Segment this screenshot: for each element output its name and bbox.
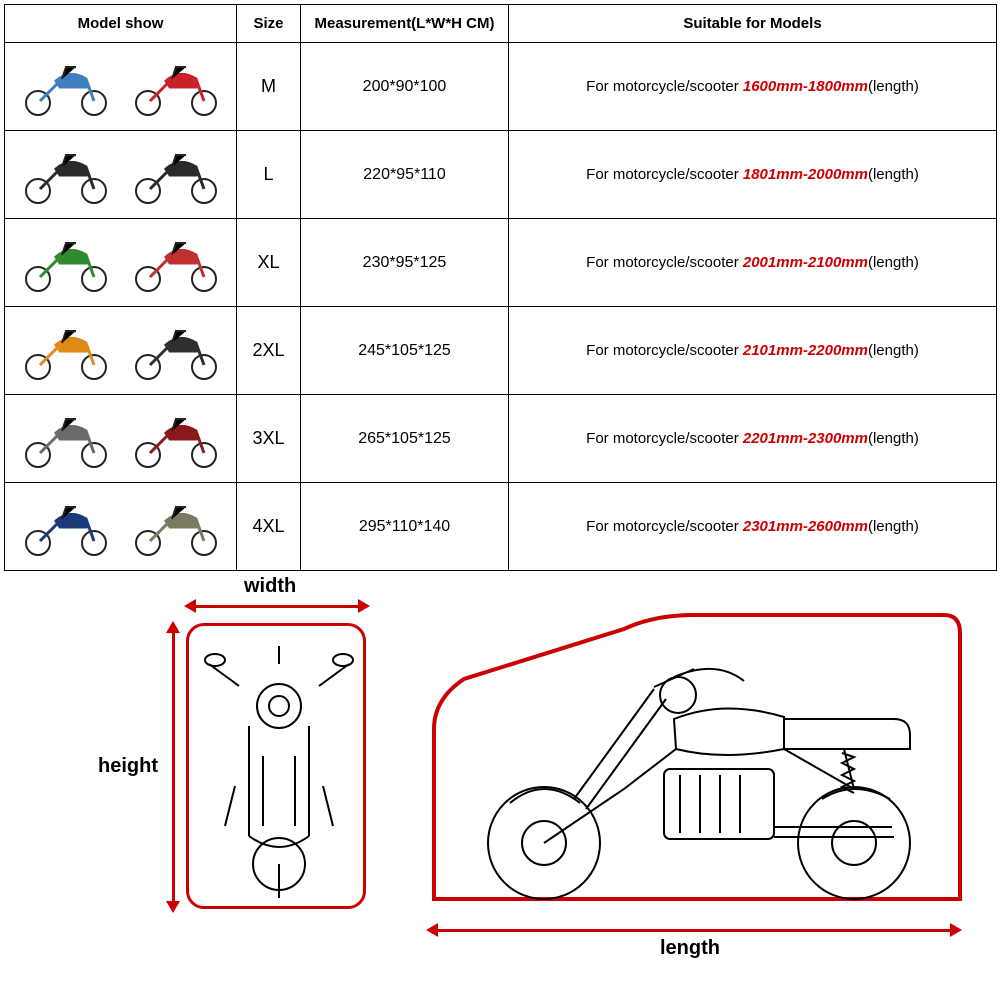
page-root: Model show Size Measurement(L*W*H CM) Su… xyxy=(0,0,1000,1000)
motorcycle-front-icon xyxy=(189,626,369,912)
suitable-prefix: For motorcycle/scooter xyxy=(586,78,743,95)
vehicle-thumb-icon xyxy=(124,314,228,388)
model-thumbs-cell xyxy=(5,307,237,395)
model-thumbs-cell xyxy=(5,395,237,483)
suitable-suffix: (length) xyxy=(868,78,919,95)
header-suitable: Suitable for Models xyxy=(509,5,997,43)
table-row: L220*95*110For motorcycle/scooter 1801mm… xyxy=(5,131,997,219)
model-thumbs-cell xyxy=(5,483,237,571)
header-model: Model show xyxy=(5,5,237,43)
suitable-cell: For motorcycle/scooter 2201mm-2300mm(len… xyxy=(509,395,997,483)
width-arrow-head-left xyxy=(184,599,196,613)
vehicle-thumb-icon xyxy=(124,50,228,124)
model-thumbs-cell xyxy=(5,131,237,219)
vehicle-thumb-icon xyxy=(124,490,228,564)
label-width: width xyxy=(244,575,296,598)
suitable-range: 1801mm-2000mm xyxy=(743,166,868,183)
dimension-diagram: width height xyxy=(4,579,996,959)
height-arrow-head-bottom xyxy=(166,901,180,913)
label-height: height xyxy=(98,755,158,778)
vehicle-thumb-icon xyxy=(14,138,118,212)
suitable-prefix: For motorcycle/scooter xyxy=(586,342,743,359)
suitable-prefix: For motorcycle/scooter xyxy=(586,430,743,447)
vehicle-thumb-icon xyxy=(14,314,118,388)
front-cover-outline xyxy=(186,623,366,909)
suitable-range: 2101mm-2200mm xyxy=(743,342,868,359)
measurement-cell: 245*105*125 xyxy=(301,307,509,395)
table-header-row: Model show Size Measurement(L*W*H CM) Su… xyxy=(5,5,997,43)
measurement-cell: 295*110*140 xyxy=(301,483,509,571)
vehicle-thumb-icon xyxy=(124,226,228,300)
measurement-cell: 265*105*125 xyxy=(301,395,509,483)
suitable-range: 2301mm-2600mm xyxy=(743,518,868,535)
vehicle-thumb-icon xyxy=(14,490,118,564)
table-row: XL230*95*125For motorcycle/scooter 2001m… xyxy=(5,219,997,307)
vehicle-thumb-icon xyxy=(124,402,228,476)
height-arrow-head-top xyxy=(166,621,180,633)
vehicle-thumb-icon xyxy=(14,402,118,476)
suitable-suffix: (length) xyxy=(868,430,919,447)
suitable-suffix: (length) xyxy=(868,254,919,271)
suitable-suffix: (length) xyxy=(868,166,919,183)
suitable-range: 1600mm-1800mm xyxy=(743,78,868,95)
suitable-cell: For motorcycle/scooter 2001mm-2100mm(len… xyxy=(509,219,997,307)
suitable-range: 2201mm-2300mm xyxy=(743,430,868,447)
suitable-cell: For motorcycle/scooter 1600mm-1800mm(len… xyxy=(509,43,997,131)
model-thumbs-cell xyxy=(5,43,237,131)
suitable-suffix: (length) xyxy=(868,518,919,535)
length-arrow-head-right xyxy=(950,923,962,937)
table-row: 4XL295*110*140For motorcycle/scooter 230… xyxy=(5,483,997,571)
header-size: Size xyxy=(237,5,301,43)
height-arrow-line xyxy=(172,629,175,905)
suitable-cell: For motorcycle/scooter 2301mm-2600mm(len… xyxy=(509,483,997,571)
suitable-prefix: For motorcycle/scooter xyxy=(586,166,743,183)
table-row: 2XL245*105*125For motorcycle/scooter 210… xyxy=(5,307,997,395)
size-chart-table: Model show Size Measurement(L*W*H CM) Su… xyxy=(4,4,997,571)
size-cell: XL xyxy=(237,219,301,307)
suitable-prefix: For motorcycle/scooter xyxy=(586,254,743,271)
size-cell: 4XL xyxy=(237,483,301,571)
size-cell: 2XL xyxy=(237,307,301,395)
header-measurement: Measurement(L*W*H CM) xyxy=(301,5,509,43)
length-arrow-line xyxy=(434,929,954,932)
width-arrow-head-right xyxy=(358,599,370,613)
size-cell: L xyxy=(237,131,301,219)
width-arrow-line xyxy=(190,605,362,608)
table-row: M200*90*100For motorcycle/scooter 1600mm… xyxy=(5,43,997,131)
length-arrow-head-left xyxy=(426,923,438,937)
side-cover-outline xyxy=(424,599,964,911)
suitable-cell: For motorcycle/scooter 2101mm-2200mm(len… xyxy=(509,307,997,395)
size-cell: M xyxy=(237,43,301,131)
vehicle-thumb-icon xyxy=(14,226,118,300)
suitable-cell: For motorcycle/scooter 1801mm-2000mm(len… xyxy=(509,131,997,219)
suitable-prefix: For motorcycle/scooter xyxy=(586,518,743,535)
model-thumbs-cell xyxy=(5,219,237,307)
vehicle-thumb-icon xyxy=(14,50,118,124)
suitable-suffix: (length) xyxy=(868,342,919,359)
measurement-cell: 200*90*100 xyxy=(301,43,509,131)
label-length: length xyxy=(660,937,720,960)
measurement-cell: 220*95*110 xyxy=(301,131,509,219)
vehicle-thumb-icon xyxy=(124,138,228,212)
suitable-range: 2001mm-2100mm xyxy=(743,254,868,271)
motorcycle-side-icon xyxy=(424,599,964,911)
table-row: 3XL265*105*125For motorcycle/scooter 220… xyxy=(5,395,997,483)
measurement-cell: 230*95*125 xyxy=(301,219,509,307)
size-cell: 3XL xyxy=(237,395,301,483)
